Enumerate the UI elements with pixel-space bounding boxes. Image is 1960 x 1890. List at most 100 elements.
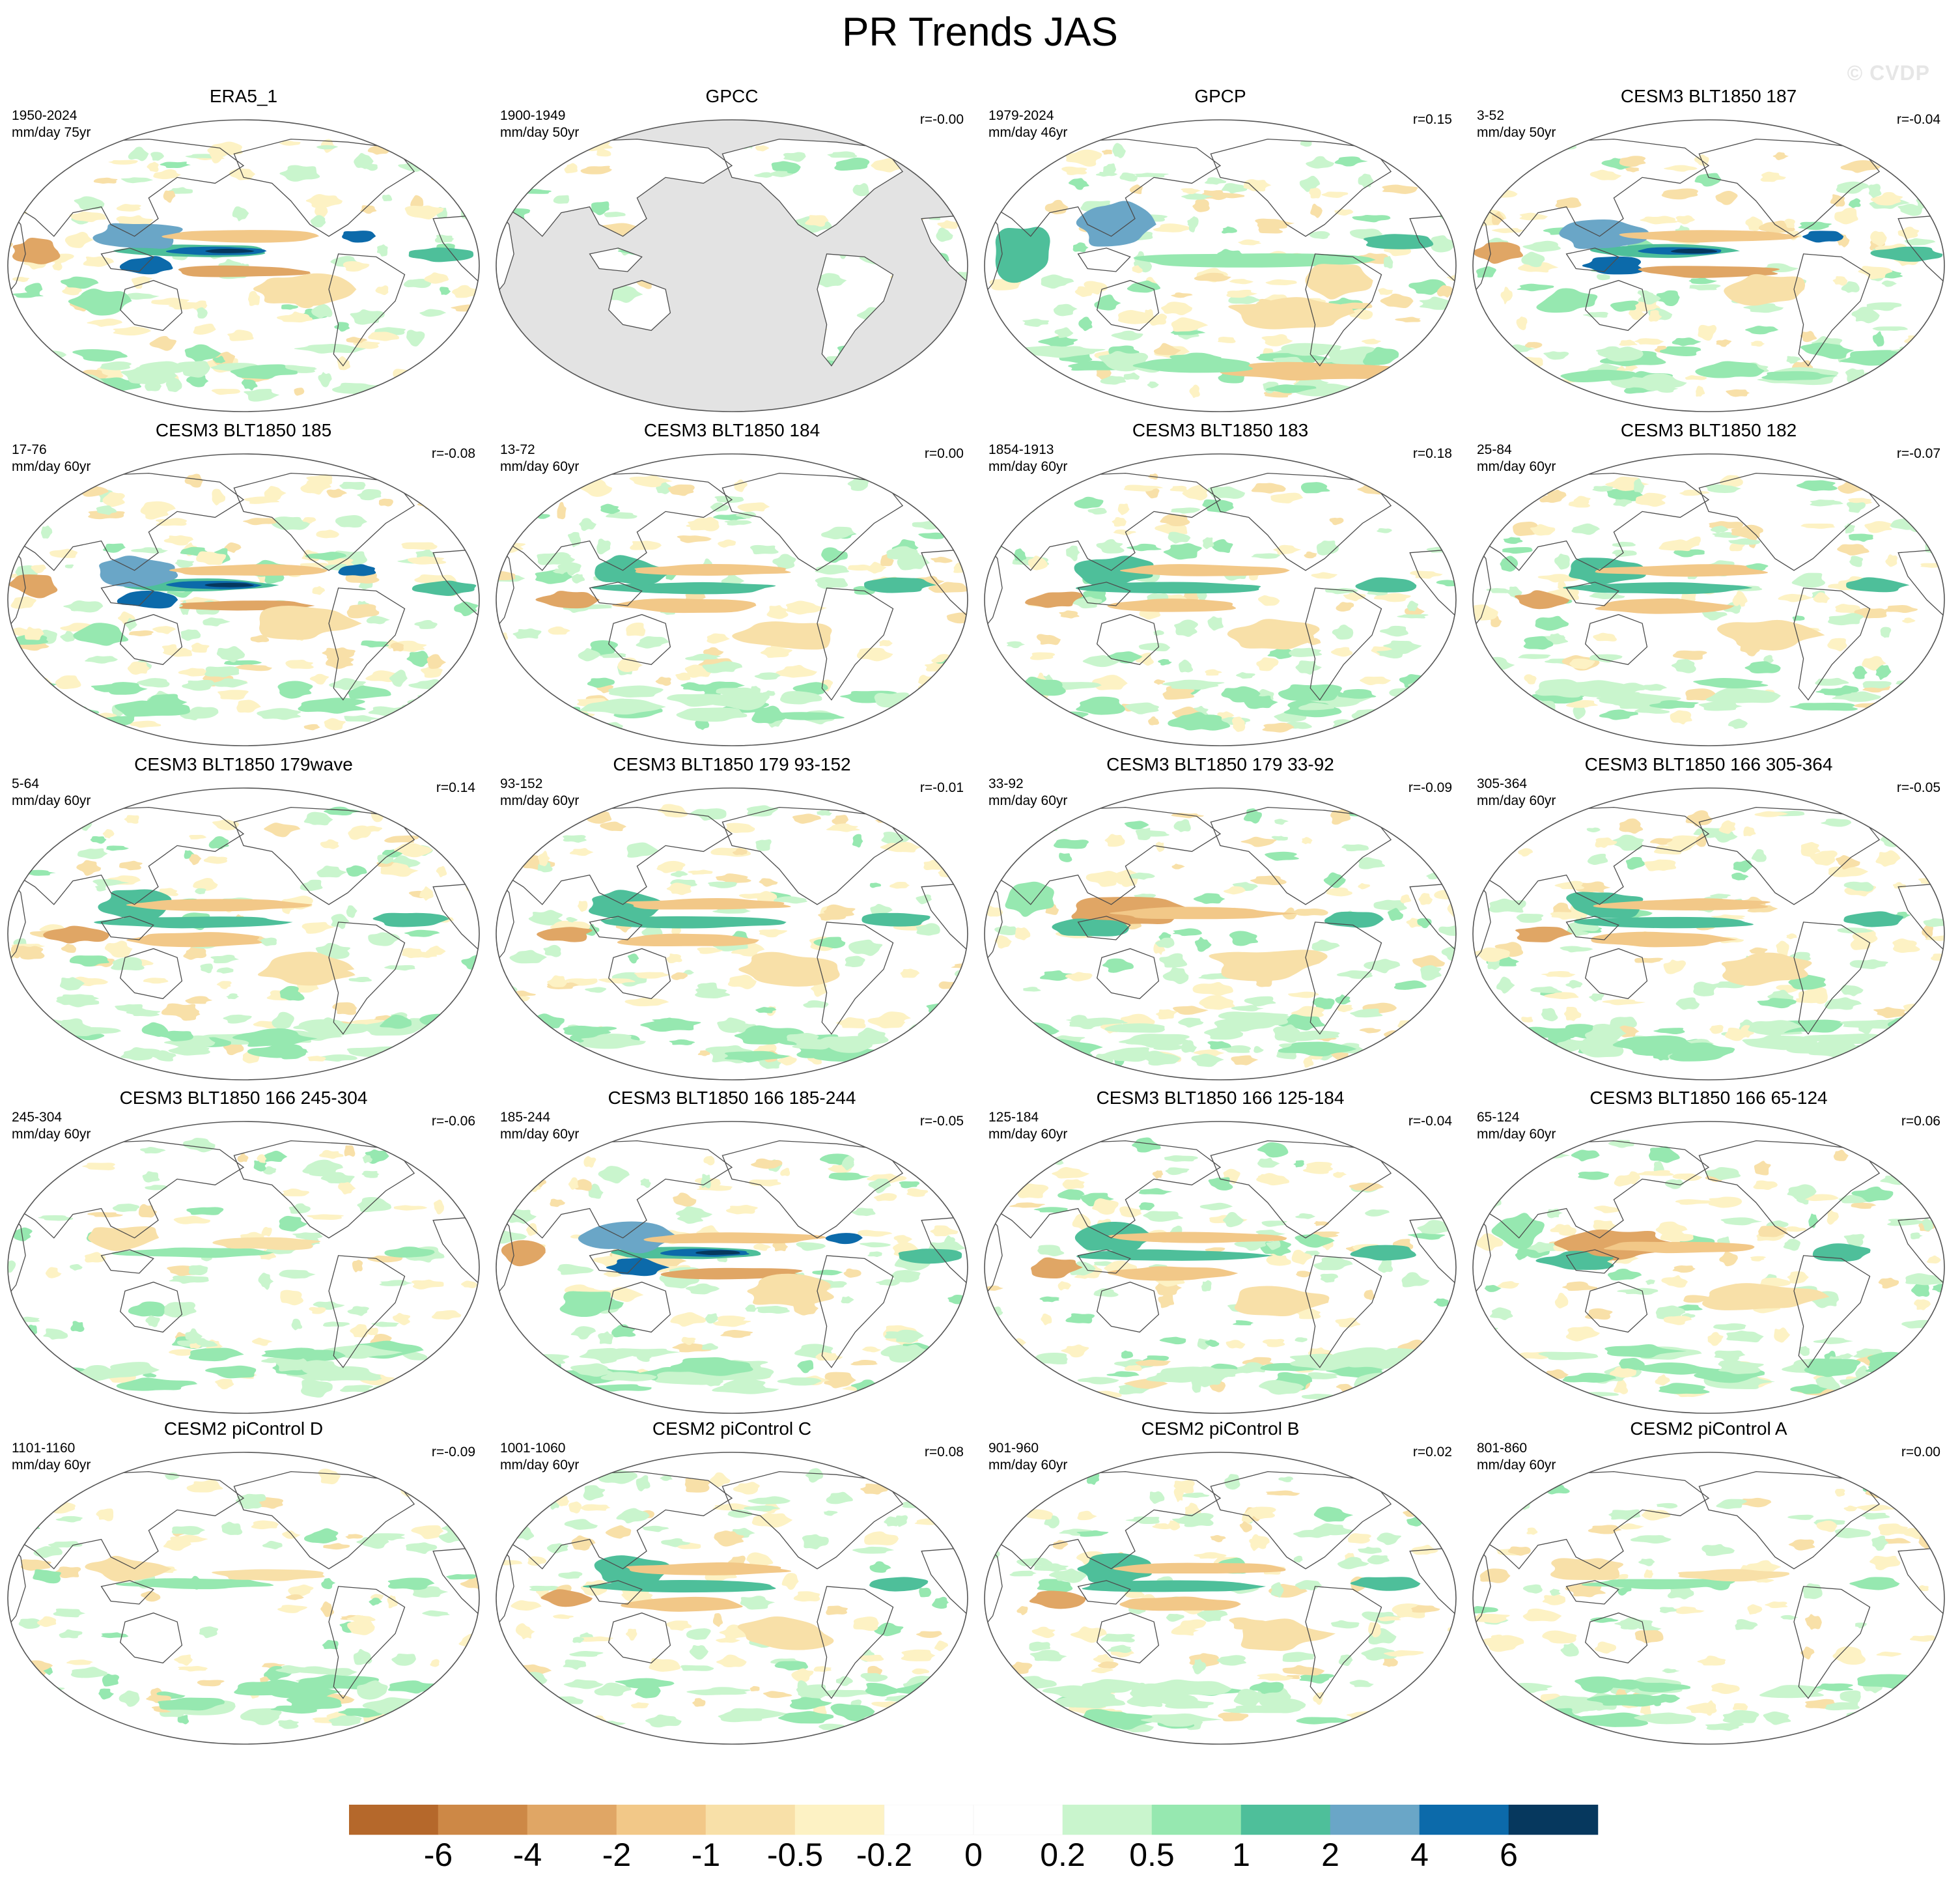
panel-correlation: r=-0.09	[1408, 780, 1452, 795]
panel-period: 1854-1913	[988, 442, 1054, 457]
panel-correlation: r=-0.01	[919, 780, 964, 795]
panel-period: 17-76	[12, 442, 47, 457]
panel-title: CESM3 BLT1850 166 185-244	[608, 1088, 856, 1108]
watermark: © CVDP	[1847, 61, 1930, 85]
world-map	[1472, 453, 1945, 746]
panel-units: mm/day 46yr	[988, 125, 1068, 140]
world-map	[1472, 119, 1945, 412]
panel-correlation: r=-0.04	[1896, 112, 1940, 127]
panel-title: CESM3 BLT1850 187	[1620, 86, 1797, 106]
world-map	[496, 119, 968, 412]
colorbar-tick-label: 1	[1232, 1837, 1250, 1870]
panel-title: CESM3 BLT1850 166 245-304	[119, 1088, 368, 1108]
map-panel: CESM2 piControl D 1101-1160 mm/day 60yr r=-…	[0, 1418, 487, 1747]
panel-correlation: r=-0.00	[919, 112, 964, 127]
panel-correlation: r=0.14	[436, 780, 475, 795]
map-panel: CESM2 piControl B 901-960 mm/day 60yr r=0.0…	[977, 1418, 1464, 1747]
colorbar-tick-label: 0	[964, 1837, 983, 1870]
panel-period: 93-152	[500, 776, 543, 791]
panel-title: CESM3 BLT1850 184	[643, 420, 820, 440]
world-map	[496, 453, 968, 746]
coastlines	[985, 795, 1456, 1035]
panel-period: 13-72	[500, 442, 535, 457]
panel-units: mm/day 60yr	[500, 459, 580, 474]
map-panel: CESM3 BLT1850 184 13-72 mm/day 60yr r=0.00	[488, 420, 975, 749]
panel-period: 305-364	[1477, 776, 1528, 791]
world-map	[984, 119, 1457, 412]
panel-period: 125-184	[988, 1110, 1039, 1125]
panel-correlation: r=0.00	[924, 446, 964, 461]
panel-title: CESM3 BLT1850 166 125-184	[1096, 1088, 1345, 1108]
panel-units: mm/day 60yr	[988, 1458, 1068, 1473]
map-panel: CESM3 BLT1850 179 33-92 33-92 mm/day 60yr r…	[977, 754, 1464, 1083]
map-panel: CESM3 BLT1850 166 65-124 65-124 mm/day 60y…	[1465, 1088, 1952, 1417]
panel-title: GPCC	[705, 86, 759, 106]
map-panel: CESM3 BLT1850 182 25-84 mm/day 60yr r=-0.07	[1465, 420, 1952, 749]
map-panel: CESM2 piControl C 1001-1060 mm/day 60yr r=0…	[488, 1418, 975, 1747]
world-map	[7, 453, 480, 746]
panel-correlation: r=0.18	[1412, 446, 1452, 461]
panel-units: mm/day 60yr	[988, 459, 1068, 474]
colorbar-swatch	[1151, 1805, 1242, 1835]
panel-period: 1950-2024	[12, 108, 77, 123]
world-map	[984, 787, 1457, 1080]
colorbar-tick-label: -6	[424, 1837, 453, 1870]
page-title: PR Trends JAS	[842, 10, 1118, 55]
map-panel: CESM3 BLT1850 166 305-364 305-364 mm/day 6…	[1465, 754, 1952, 1083]
panel-title: CESM3 BLT1850 179 93-152	[613, 754, 851, 774]
panel-period: 901-960	[988, 1441, 1039, 1456]
panel-period: 185-244	[500, 1110, 551, 1125]
panel-units: mm/day 60yr	[1477, 459, 1556, 474]
coastlines	[496, 460, 968, 701]
colorbar-swatch	[973, 1805, 1063, 1835]
world-map	[496, 1121, 968, 1414]
world-map	[984, 453, 1457, 746]
colorbar-tick-label: 4	[1410, 1837, 1429, 1870]
world-map	[1472, 1452, 1945, 1745]
panel-title: CESM3 BLT1850 179 33-92	[1106, 754, 1334, 774]
panel-correlation: r=0.15	[1412, 112, 1452, 127]
panel-units: mm/day 60yr	[500, 1127, 580, 1142]
map-panel: CESM3 BLT1850 183 1854-1913 mm/day 60yr r=0…	[977, 420, 1464, 749]
panel-units: mm/day 60yr	[12, 1458, 91, 1473]
map-panel: CESM3 BLT1850 166 185-244 185-244 mm/day 6…	[488, 1088, 975, 1417]
panel-correlation: r=-0.08	[431, 446, 475, 461]
colorbar-tick-label: -0.2	[856, 1837, 912, 1870]
colorbar-tick-label: -1	[692, 1837, 720, 1870]
panel-title: CESM3 BLT1850 182	[1620, 420, 1797, 440]
panel-title: CESM2 piControl C	[652, 1418, 812, 1439]
world-map	[984, 1121, 1457, 1414]
panel-title: CESM3 BLT1850 185	[155, 420, 332, 440]
world-map	[496, 787, 968, 1080]
panel-units: mm/day 60yr	[988, 793, 1068, 808]
panel-title: CESM3 BLT1850 179wave	[134, 754, 353, 774]
panel-period: 1101-1160	[12, 1441, 76, 1456]
panel-units: mm/day 60yr	[1477, 793, 1556, 808]
panel-correlation: r=-0.09	[431, 1445, 475, 1460]
precip-trend-field	[985, 1471, 1456, 1735]
panel-units: mm/day 50yr	[500, 125, 580, 140]
colorbar: -6 -4 -2 -1 -0.5 -0.2 0 0.2 0.5 1 2 4 6	[349, 1805, 1599, 1870]
panel-period: 1001-1060	[500, 1441, 566, 1456]
panel-title: CESM2 piControl D	[163, 1418, 324, 1439]
colorbar-swatch	[705, 1805, 796, 1835]
panel-title: GPCP	[1194, 86, 1246, 106]
panel-units: mm/day 60yr	[988, 1127, 1068, 1142]
precip-trend-field	[1473, 808, 1944, 1068]
colorbar-swatch	[794, 1805, 885, 1835]
colorbar-swatch	[527, 1805, 617, 1835]
panel-period: 5-64	[12, 776, 40, 791]
panel-units: mm/day 60yr	[12, 1127, 91, 1142]
map-panel-grid: ERA5_1 1950-2024 mm/day 75yr GPCC 1900-1949 m…	[0, 86, 1952, 1747]
colorbar-tick-label: 6	[1500, 1837, 1518, 1870]
colorbar-tick-label: 0.5	[1129, 1837, 1175, 1870]
panel-units: mm/day 60yr	[500, 1458, 580, 1473]
colorbar-swatch	[438, 1805, 528, 1835]
panel-units: mm/day 50yr	[1477, 125, 1556, 140]
panel-period: 1979-2024	[988, 108, 1054, 123]
map-panel: CESM3 BLT1850 187 3-52 mm/day 50yr r=-0.04	[1465, 86, 1952, 415]
panel-correlation: r=0.08	[924, 1445, 964, 1460]
panel-period: 65-124	[1477, 1110, 1520, 1125]
panel-period: 3-52	[1477, 108, 1505, 123]
panel-units: mm/day 60yr	[1477, 1127, 1556, 1142]
